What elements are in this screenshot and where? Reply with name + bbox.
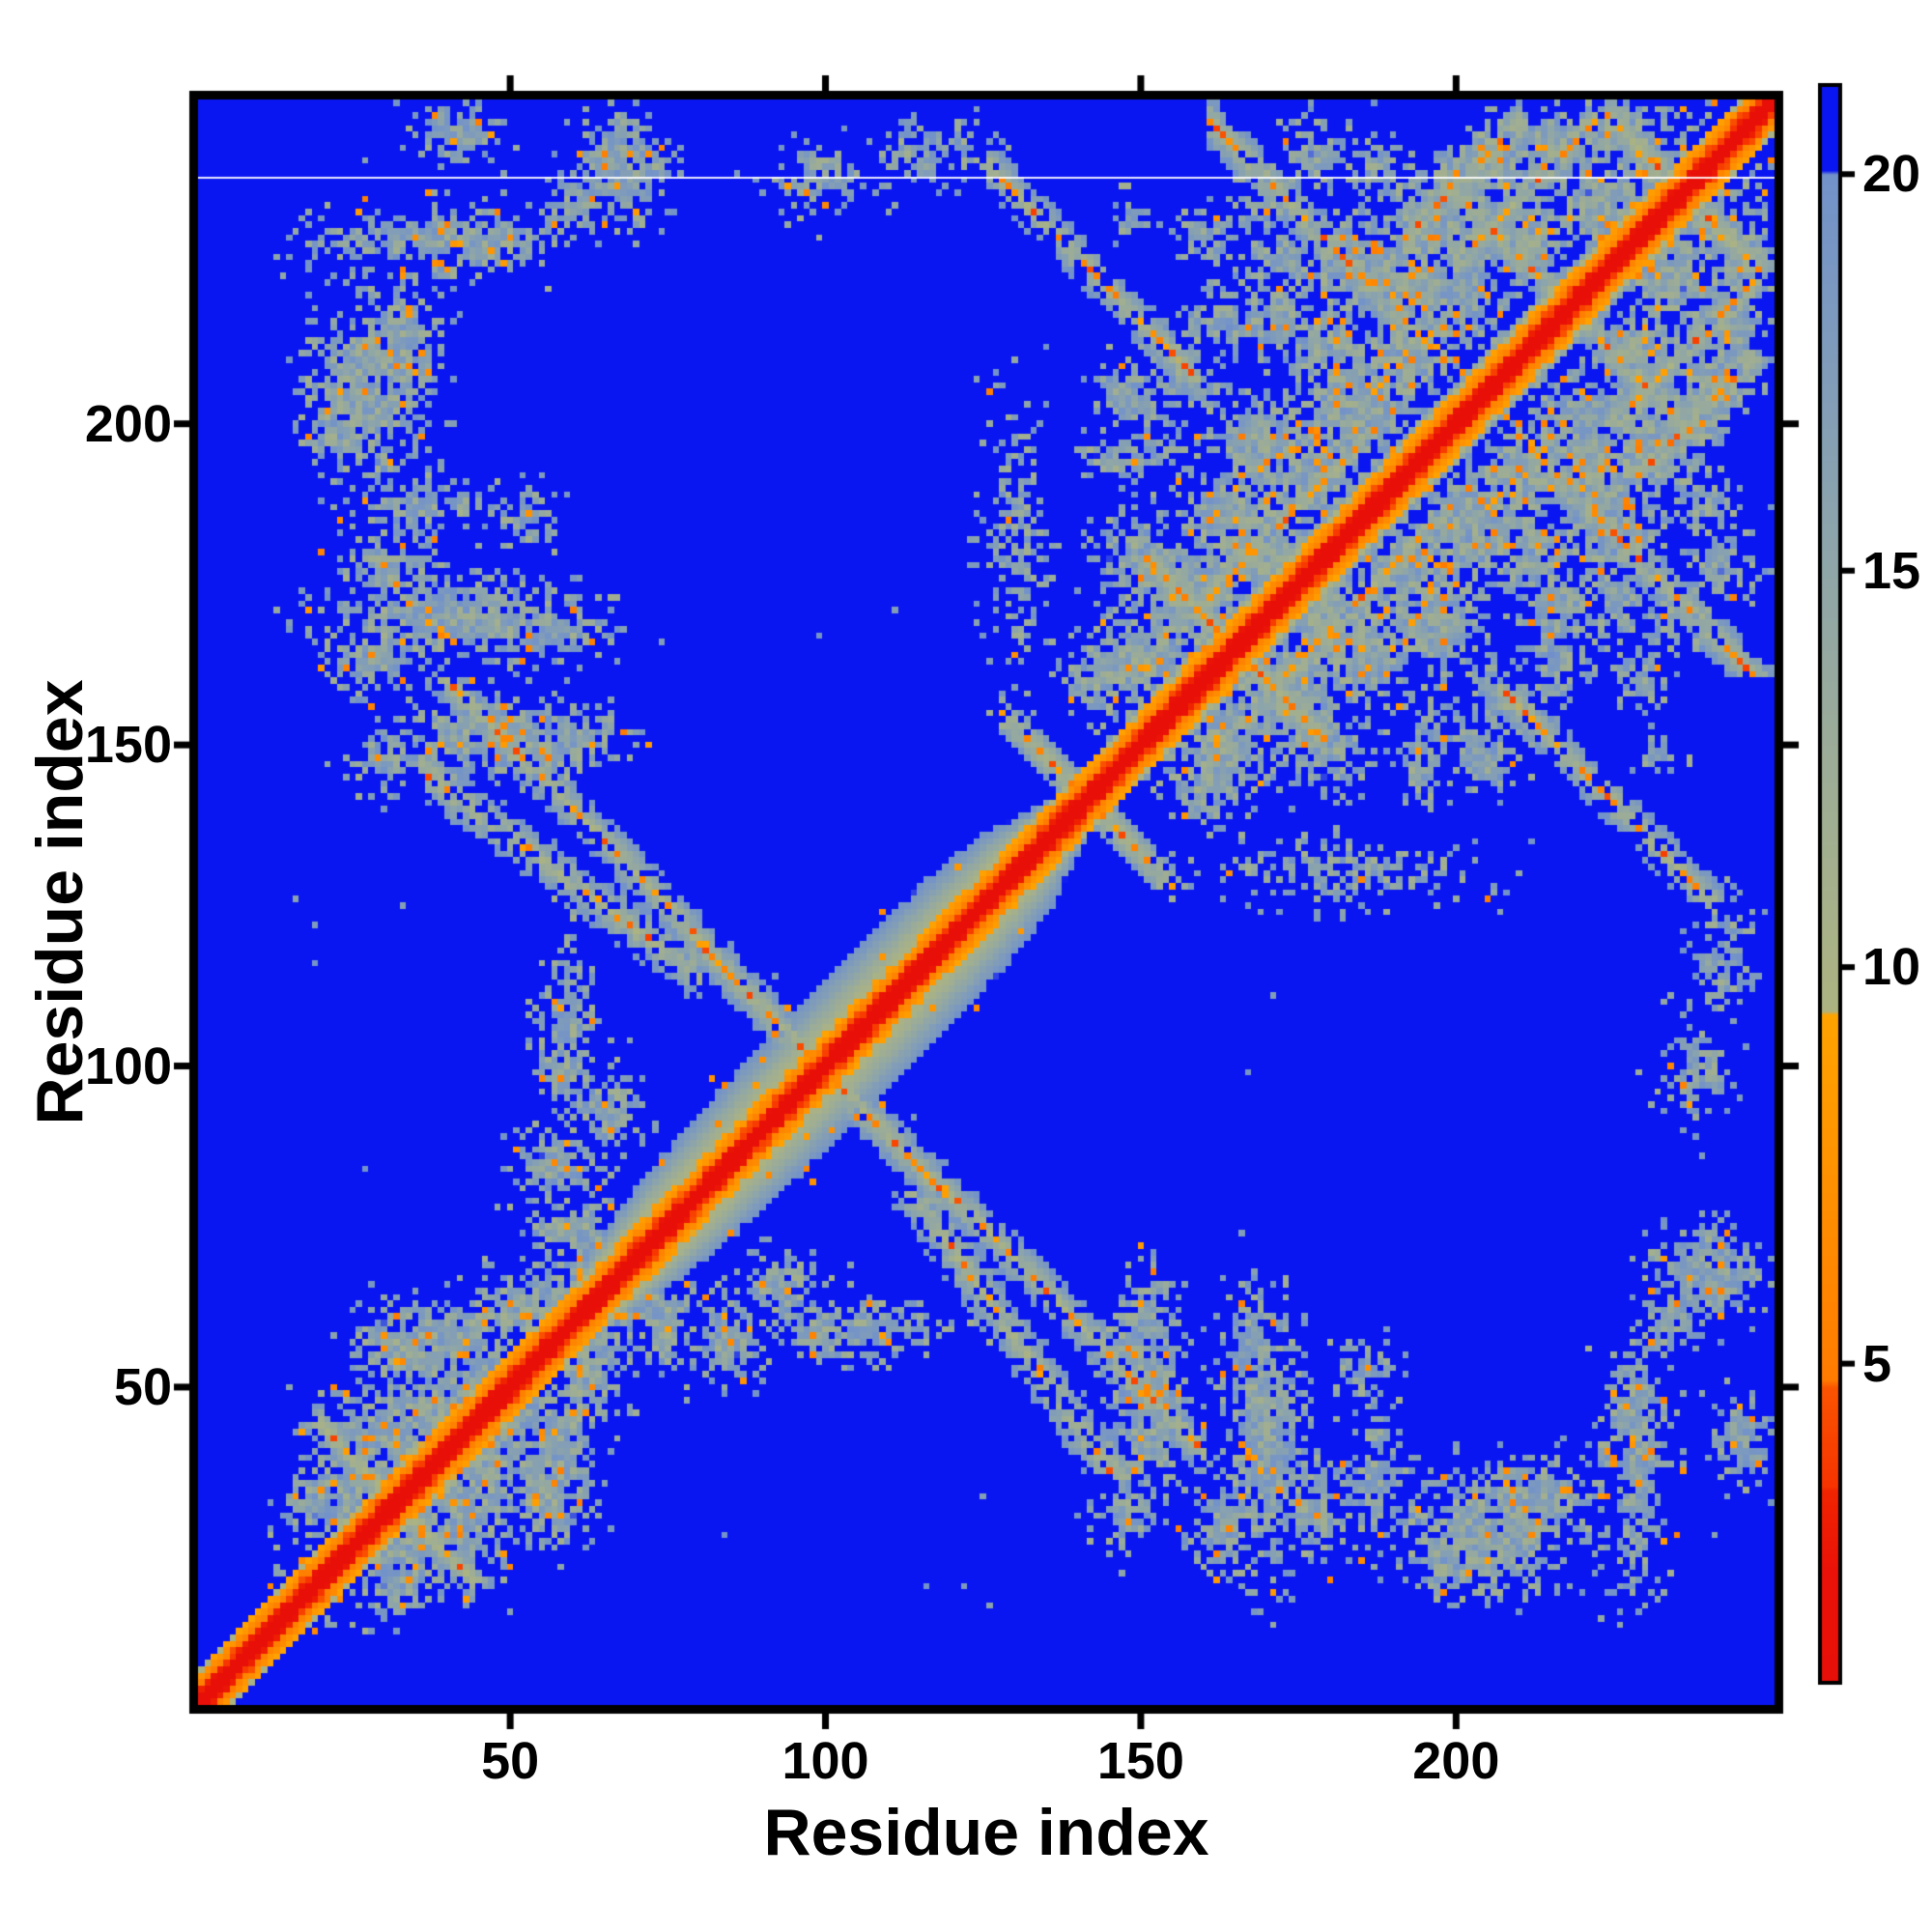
y-tick-label: 100	[84, 1037, 172, 1095]
x-tick-label: 50	[481, 1732, 540, 1790]
y-tick-label: 150	[84, 716, 172, 775]
colorbar-tick-label: 10	[1862, 938, 1921, 997]
y-tick-label: 200	[84, 394, 172, 453]
x-tick-label: 150	[1096, 1732, 1184, 1790]
x-tick-label: 100	[781, 1732, 869, 1790]
colorbar-tick-label: 5	[1862, 1334, 1892, 1393]
colorbar-tick-label: 15	[1862, 541, 1921, 600]
colorbar-tick-label: 20	[1862, 145, 1921, 204]
y-tick-label: 50	[113, 1357, 172, 1416]
x-tick-label: 200	[1412, 1732, 1500, 1790]
x-axis-label: Residue index	[763, 1796, 1209, 1869]
